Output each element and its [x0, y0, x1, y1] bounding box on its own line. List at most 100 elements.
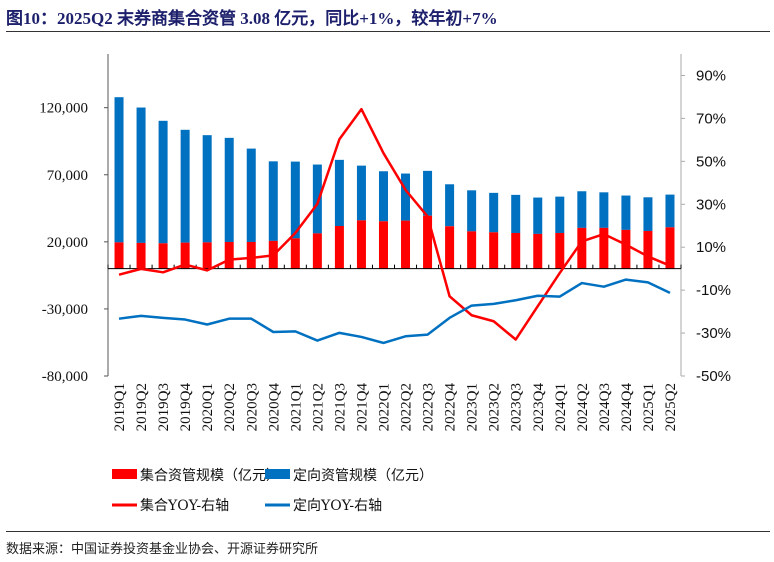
bar-jihe-2022Q3	[423, 215, 433, 269]
left-tick-label: 20,000	[47, 235, 88, 251]
bar-jihe-2023Q2	[489, 232, 499, 269]
bar-dingxiang-2019Q1	[114, 97, 124, 243]
bar-dingxiang-2020Q3	[246, 148, 256, 242]
chart: -80,000 -30,000 20,000 70,000 120,000 -50% -30…	[39, 54, 731, 514]
bar-dingxiang-2023Q3	[511, 194, 521, 233]
bar-dingxiang-2023Q2	[489, 192, 499, 233]
bar-jihe-2025Q2	[665, 227, 675, 269]
bar-jihe-2023Q4	[533, 233, 543, 269]
right-tick-label: 50%	[696, 153, 726, 170]
bar-dingxiang-2024Q3	[599, 192, 609, 228]
bar-jihe-2020Q3	[246, 241, 256, 269]
bar-jihe-2019Q2	[136, 242, 146, 269]
bar-dingxiang-2022Q3	[423, 170, 433, 216]
bar-jihe-2024Q2	[577, 227, 587, 269]
bar-dingxiang-2025Q1	[643, 197, 653, 231]
bar-jihe-2019Q4	[180, 242, 190, 269]
x-tick-label: 2023Q3	[509, 383, 525, 431]
x-tick-label: 2019Q2	[134, 383, 150, 431]
right-tick-label: 90%	[696, 67, 726, 84]
bar-jihe-2024Q1	[555, 232, 565, 269]
bar-jihe-2024Q4	[621, 229, 631, 269]
source-rule	[6, 531, 770, 532]
bar-dingxiang-2022Q1	[378, 171, 388, 222]
bar-dingxiang-2023Q1	[467, 190, 477, 232]
x-tick-label: 2023Q4	[531, 383, 547, 432]
bar-dingxiang-2020Q2	[224, 137, 234, 242]
left-tick-label: 70,000	[47, 168, 88, 184]
x-tick-label: 2022Q4	[443, 383, 459, 432]
right-tick-label: 70%	[696, 110, 726, 127]
bar-dingxiang-2023Q4	[533, 197, 543, 234]
bar-dingxiang-2021Q4	[356, 165, 366, 221]
bar-dingxiang-2025Q2	[665, 194, 675, 228]
legend-label: 集合资管规模（亿元）	[140, 467, 280, 484]
right-tick-label: 10%	[696, 239, 726, 256]
legend-label: 定向资管规模（亿元）	[293, 468, 433, 484]
bar-jihe-2022Q2	[401, 220, 411, 269]
right-tick-label: -30%	[696, 325, 731, 342]
bar-jihe-2020Q1	[202, 242, 212, 269]
bar-dingxiang-2019Q2	[136, 107, 146, 243]
bar-dingxiang-2019Q3	[158, 120, 168, 244]
title-rule	[6, 31, 770, 32]
bar-jihe-2023Q3	[511, 232, 521, 269]
legend-swatch	[265, 469, 290, 479]
line-dingxiang-yoy	[118, 278, 671, 345]
right-tick-label: -10%	[696, 282, 731, 299]
x-tick-label: 2025Q2	[663, 383, 679, 431]
bar-dingxiang-2021Q2	[312, 164, 322, 234]
bar-jihe-2025Q1	[643, 230, 653, 269]
bar-dingxiang-2020Q4	[268, 161, 278, 241]
bar-dingxiang-2019Q4	[180, 129, 190, 243]
bar-dingxiang-2021Q1	[290, 161, 300, 239]
x-tick-label: 2024Q1	[553, 383, 569, 431]
left-tick-label: -80,000	[42, 369, 88, 385]
left-tick-label: 120,000	[39, 101, 88, 117]
legend-label: 集合YOY-右轴	[140, 497, 229, 514]
x-tick-label: 2024Q4	[619, 383, 635, 432]
x-tick-label: 2024Q3	[597, 383, 613, 431]
bar-dingxiang-2024Q4	[621, 195, 631, 230]
bar-jihe-2021Q3	[334, 226, 344, 269]
bar-jihe-2022Q4	[445, 226, 455, 269]
x-tick-label: 2021Q3	[332, 383, 348, 431]
bar-jihe-2020Q2	[224, 241, 234, 269]
x-tick-label: 2023Q1	[465, 383, 481, 431]
right-tick-label: 30%	[696, 196, 726, 213]
line-jihe-yoy	[118, 107, 671, 341]
x-tick-label: 2020Q1	[200, 383, 216, 431]
bar-jihe-2021Q2	[312, 233, 322, 269]
x-tick-label: 2024Q2	[575, 383, 591, 431]
bar-jihe-2021Q1	[290, 238, 300, 269]
x-tick-label: 2023Q2	[487, 383, 503, 431]
x-tick-label: 2021Q1	[288, 383, 304, 431]
x-tick-label: 2021Q4	[354, 383, 370, 432]
x-tick-label: 2019Q1	[112, 383, 128, 431]
legend-label: 定向YOY-右轴	[293, 498, 382, 514]
x-tick-label: 2020Q3	[244, 383, 260, 431]
x-tick-label: 2021Q2	[310, 383, 326, 431]
bar-jihe-2024Q3	[599, 227, 609, 269]
x-tick-label: 2019Q4	[178, 383, 194, 432]
legend-swatch	[112, 469, 137, 479]
source-note: 数据来源：中国证券投资基金业协会、开源证券研究所	[6, 542, 319, 557]
bar-jihe-2019Q1	[114, 242, 124, 269]
bar-dingxiang-2024Q1	[555, 196, 565, 233]
bar-dingxiang-2020Q1	[202, 135, 212, 243]
x-tick-label: 2022Q2	[399, 383, 415, 431]
bar-jihe-2023Q1	[467, 231, 477, 269]
x-tick-label: 2022Q3	[421, 383, 437, 431]
x-tick-label: 2020Q4	[266, 383, 282, 432]
chart-title: 图10：2025Q2 末券商集合资管 3.08 亿元，同比+1%，较年初+7%	[6, 9, 498, 28]
bar-dingxiang-2024Q2	[577, 191, 587, 228]
x-tick-label: 2025Q1	[641, 383, 657, 431]
x-tick-label: 2020Q2	[222, 383, 238, 431]
bar-jihe-2022Q1	[378, 221, 388, 269]
bar-jihe-2019Q3	[158, 243, 168, 269]
x-tick-label: 2019Q3	[156, 383, 172, 431]
bar-dingxiang-2021Q3	[334, 159, 344, 227]
bar-dingxiang-2022Q4	[445, 184, 455, 227]
x-tick-label: 2022Q1	[376, 383, 392, 431]
right-tick-label: -50%	[696, 368, 731, 385]
